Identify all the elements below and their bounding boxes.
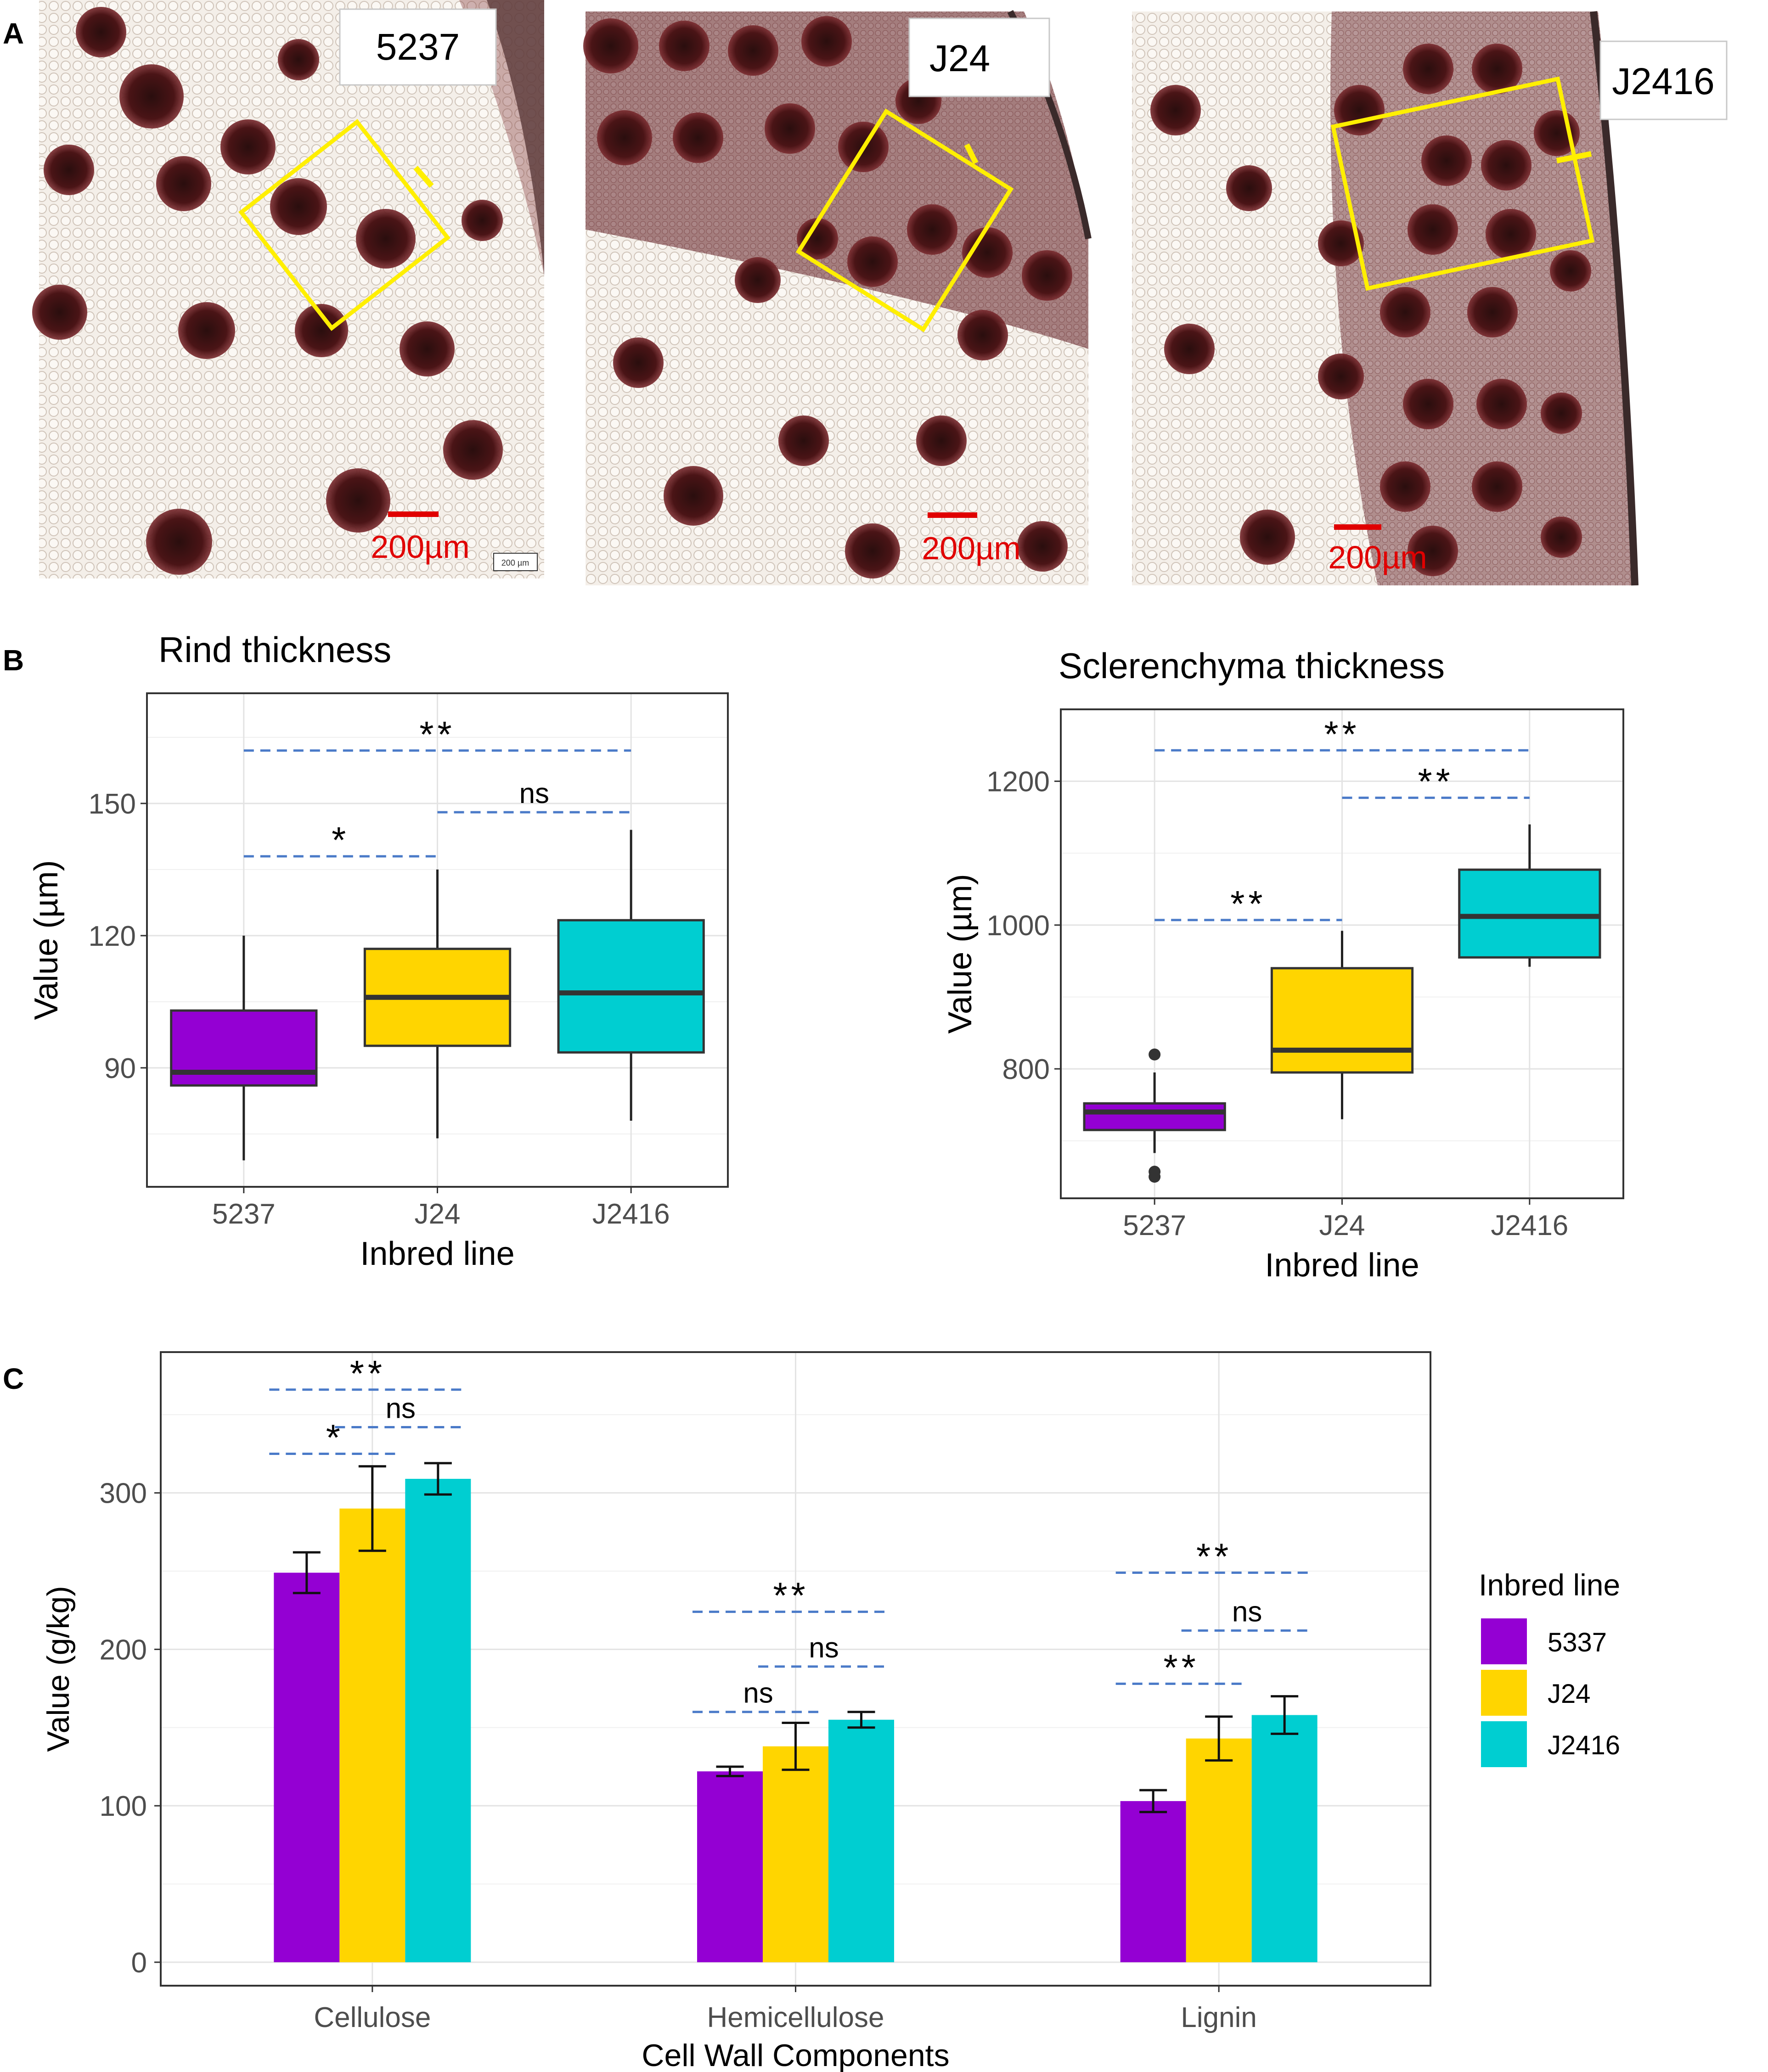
y-axis-title: Value (µm) <box>942 874 979 1033</box>
legend-label-5337: 5337 <box>1548 1628 1607 1657</box>
significance-label: ns <box>519 778 549 809</box>
box-outlier-5237 <box>1149 1048 1161 1061</box>
y-axis-title: Value (g/kg) <box>41 1586 76 1752</box>
significance-label: ** <box>350 1353 386 1394</box>
significance-label: ** <box>1418 761 1454 802</box>
bar-J2416-Cellulose <box>405 1479 471 1962</box>
y-tick-label: 150 <box>89 788 136 820</box>
scale-text-j2416: 200µm <box>1328 539 1427 575</box>
label-box-5237 <box>339 8 497 86</box>
bar-J2416-Lignin <box>1251 1715 1318 1962</box>
x-tick-label: Lignin <box>1181 2002 1256 2033</box>
y-axis-title: Value (µm) <box>28 860 65 1020</box>
sclerenchyma-thickness-chart: 800 1000 1200 5237 J24 J2416 ** ** ** Sclerenchym… <box>942 646 1624 1284</box>
label-box-j2416 <box>1599 40 1728 120</box>
y-tick-label: 200 <box>100 1634 147 1666</box>
chart-title: Rind thickness <box>158 629 391 670</box>
x-axis-title: Cell Wall Components <box>642 2038 949 2072</box>
plot-border <box>160 1351 1431 1987</box>
box-J2416 <box>557 919 705 1054</box>
x-tick-label: J2416 <box>592 1198 670 1230</box>
bar-J24-Cellulose <box>339 1508 405 1962</box>
x-tick-label: J24 <box>415 1198 461 1230</box>
x-axis-title: Inbred line <box>360 1235 514 1272</box>
significance-label: ns <box>809 1632 839 1664</box>
x-tick-label: 5237 <box>212 1198 276 1230</box>
significance-label: * <box>326 1417 344 1458</box>
significance-label: ns <box>743 1678 773 1709</box>
chart-title: Sclerenchyma thickness <box>1059 646 1445 686</box>
x-tick-label: J24 <box>1319 1210 1365 1241</box>
significance-label: * <box>332 820 349 860</box>
panel-label-c: C <box>3 1362 24 1395</box>
y-tick-label: 90 <box>104 1053 136 1084</box>
legend: Inbred line 5337 J24 J2416 <box>1479 1568 1620 1767</box>
significance-label: ** <box>1164 1647 1199 1688</box>
y-tick-label: 800 <box>1002 1054 1050 1085</box>
x-tick-label: J2416 <box>1491 1210 1568 1241</box>
x-tick-label: Cellulose <box>314 2002 431 2033</box>
box-J24 <box>1270 967 1414 1074</box>
scale-text-j24: 200µm <box>922 530 1020 566</box>
legend-swatch-J24 <box>1481 1670 1527 1716</box>
significance-label: ** <box>419 714 455 755</box>
y-tick-label: 1200 <box>986 766 1050 798</box>
y-tick-label: 1000 <box>986 910 1050 942</box>
legend-title: Inbred line <box>1479 1568 1620 1602</box>
significance-label: ** <box>1196 1536 1232 1577</box>
significance-label: ** <box>1324 713 1360 754</box>
box-J2416 <box>1458 868 1601 959</box>
legend-label-J24: J24 <box>1548 1679 1591 1709</box>
x-tick-label: Hemicellulose <box>707 2002 884 2033</box>
y-tick-label: 0 <box>131 1947 147 1979</box>
bar-J2416-Hemicellulose <box>828 1719 894 1962</box>
significance-label: ** <box>773 1575 809 1616</box>
significance-label: ns <box>1232 1596 1262 1628</box>
panel-label-a: A <box>3 17 24 50</box>
significance-label: ns <box>386 1393 416 1425</box>
y-tick-label: 120 <box>89 921 136 952</box>
micrograph-5237: 5237 200µm 200 µm <box>32 0 544 578</box>
scale-tag-5237: 200 µm <box>501 558 529 567</box>
y-tick-label: 100 <box>100 1791 147 1822</box>
rind-thickness-chart: 90 120 150 5237 J24 J2416 ** ns * Rind thickness I… <box>28 629 729 1272</box>
legend-label-J2416: J2416 <box>1548 1730 1620 1760</box>
legend-swatch-J2416 <box>1481 1721 1527 1767</box>
plot-border <box>1060 708 1624 1199</box>
plot-border <box>146 692 729 1188</box>
bar-5337-Hemicellulose <box>697 1771 763 1962</box>
x-axis-title: Inbred line <box>1265 1247 1419 1284</box>
significance-label: ** <box>1230 883 1266 924</box>
micrograph-j2416: J2416 200µm <box>1132 11 1728 586</box>
x-tick-label: 5237 <box>1123 1210 1186 1241</box>
panel-label-b: B <box>3 644 24 677</box>
bar-5337-Cellulose <box>274 1572 340 1962</box>
legend-swatch-5337 <box>1481 1618 1527 1664</box>
micrograph-j24: J24 200µm <box>583 10 1092 585</box>
box-outlier-5237 <box>1149 1171 1161 1183</box>
label-5237: 5237 <box>376 26 460 68</box>
bar-J24-Lignin <box>1186 1738 1252 1962</box>
y-tick-label: 300 <box>100 1478 147 1510</box>
bar-5337-Lignin <box>1120 1801 1186 1962</box>
label-j24: J24 <box>929 38 990 79</box>
box-5237 <box>1083 1102 1226 1131</box>
scale-text-5237: 200µm <box>371 529 469 565</box>
label-j2416: J2416 <box>1612 61 1714 102</box>
label-box-j24 <box>908 17 1050 97</box>
bar-J24-Hemicellulose <box>763 1746 828 1962</box>
